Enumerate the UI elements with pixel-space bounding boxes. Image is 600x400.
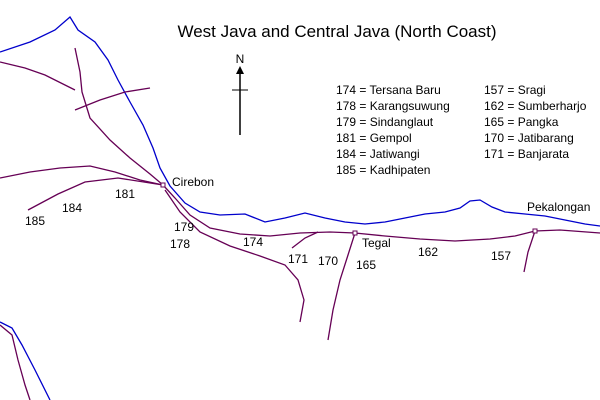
- station-number: 178: [170, 237, 190, 251]
- legend-left: 174 = Tersana Baru 178 = Karangsuwung 179 …: [336, 83, 450, 177]
- coastline: [0, 16, 600, 227]
- place-label: Cirebon: [172, 175, 214, 189]
- railway: [74, 47, 164, 186]
- station-number: 162: [418, 245, 438, 259]
- station-number: 170: [318, 254, 338, 268]
- legend-entry: 157 = Sragi: [484, 83, 546, 97]
- legend-entry: 185 = Kadhipaten: [336, 163, 430, 177]
- legend-entry: 181 = Gempol: [336, 131, 412, 145]
- station-number: 179: [174, 220, 194, 234]
- station-marker: [532, 228, 538, 234]
- railway: [0, 61, 76, 91]
- legend-entry: 170 = Jatibarang: [484, 131, 574, 145]
- north-arrow-head: [236, 66, 244, 74]
- legend-entry: 174 = Tersana Baru: [336, 83, 441, 97]
- legend-entry: 171 = Banjarata: [484, 147, 569, 161]
- station-number: 165: [356, 258, 376, 272]
- station-marker: [160, 182, 166, 188]
- station-number: 171: [288, 252, 308, 266]
- station-number: 185: [25, 214, 45, 228]
- legend-right: 157 = Sragi 162 = Sumberharjo 165 = Pangka…: [484, 83, 587, 161]
- station-marker: [352, 230, 358, 236]
- map-title: West Java and Central Java (North Coast): [177, 22, 496, 41]
- legend-entry: 165 = Pangka: [484, 115, 559, 129]
- railway: [164, 189, 305, 323]
- railway: [291, 231, 319, 249]
- legend-entry: 179 = Sindanglaut: [336, 115, 434, 129]
- station-number: 181: [115, 187, 135, 201]
- legend-entry: 184 = Jatiwangi: [336, 147, 420, 161]
- railway: [0, 324, 31, 400]
- railway: [74, 87, 151, 111]
- place-label: Pekalongan: [527, 200, 590, 214]
- railway: [0, 165, 164, 186]
- place-label: Tegal: [362, 236, 391, 250]
- station-number: 157: [491, 249, 511, 263]
- legend-entry: 162 = Sumberharjo: [484, 99, 587, 113]
- river: [0, 321, 51, 400]
- railway: [27, 177, 164, 211]
- north-label: N: [236, 52, 245, 66]
- legend-entry: 178 = Karangsuwung: [336, 99, 450, 113]
- station-number: 184: [62, 201, 82, 215]
- railway: [327, 232, 356, 341]
- railway: [523, 230, 536, 273]
- station-number: 174: [243, 235, 263, 249]
